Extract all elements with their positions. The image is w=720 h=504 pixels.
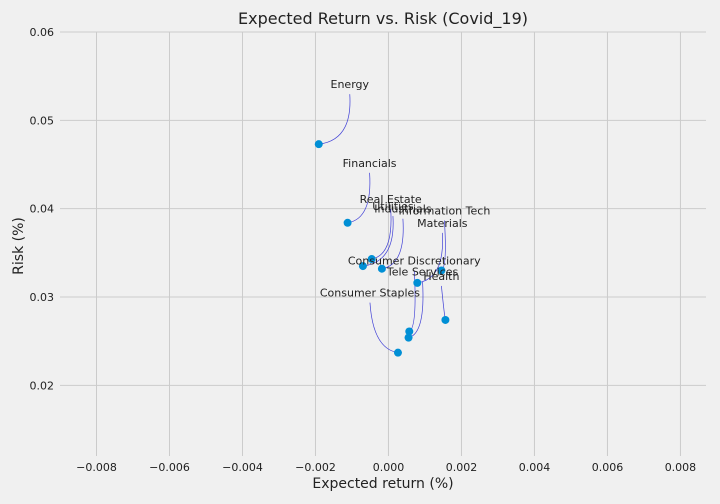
point-label: Energy xyxy=(331,78,370,91)
y-tick-label: 0.04 xyxy=(30,203,55,216)
x-axis-label: Expected return (%) xyxy=(312,476,453,492)
point-label: Real Estate xyxy=(360,193,422,206)
point-label: Consumer Staples xyxy=(320,287,420,300)
x-tick-label: −0.008 xyxy=(76,461,117,474)
data-point xyxy=(437,266,446,275)
data-point xyxy=(314,140,323,149)
annotation-leader xyxy=(381,218,404,270)
data-point xyxy=(343,218,352,227)
y-axis-label: Risk (%) xyxy=(11,217,27,275)
annotation-leader xyxy=(362,216,394,267)
x-tick-label: −0.002 xyxy=(295,461,336,474)
point-label: Information Tech xyxy=(398,205,490,218)
point-label: Health xyxy=(423,270,459,283)
annotation-leader xyxy=(347,172,371,224)
data-point xyxy=(404,333,413,342)
grid-lines xyxy=(60,31,706,456)
x-tick-label: 0.002 xyxy=(446,461,478,474)
annotation-leader xyxy=(369,302,399,353)
x-tick-label: 0.008 xyxy=(665,461,697,474)
data-point xyxy=(405,327,414,336)
x-tick-label: 0.006 xyxy=(592,461,624,474)
point-label: Utilities xyxy=(372,200,414,213)
y-tick-label: 0.03 xyxy=(30,291,55,304)
y-tick-labels: 0.02 0.03 0.04 0.05 0.06 xyxy=(30,26,55,392)
y-tick-label: 0.06 xyxy=(30,26,55,39)
point-label: Tele Services xyxy=(386,266,459,279)
annotation-leader xyxy=(417,232,443,284)
point-labels: Energy Financials Real EstateUtilitiesIndu… xyxy=(320,78,490,299)
data-point xyxy=(377,264,386,273)
data-points xyxy=(314,140,450,357)
data-point xyxy=(393,348,402,357)
point-label: Financials xyxy=(343,157,397,170)
data-point xyxy=(358,262,367,271)
data-point xyxy=(441,315,450,324)
plot-area xyxy=(60,32,706,456)
y-tick-label: 0.05 xyxy=(30,114,55,127)
annotation-leader xyxy=(318,94,351,145)
y-tick-label: 0.02 xyxy=(30,379,55,392)
point-label: Consumer Discretionary xyxy=(348,254,481,267)
x-tick-label: −0.004 xyxy=(222,461,263,474)
x-tick-label: 0.000 xyxy=(373,461,405,474)
x-tick-labels: −0.008 −0.006 −0.004 −0.002 0.000 0.002 0.004 0… xyxy=(76,461,696,474)
data-point xyxy=(413,278,422,287)
point-label: Industrials xyxy=(374,203,432,216)
data-point xyxy=(367,255,376,264)
chart-title: Expected Return vs. Risk (Covid_19) xyxy=(238,9,528,29)
x-tick-label: 0.004 xyxy=(519,461,551,474)
x-tick-label: −0.006 xyxy=(149,461,190,474)
point-label: Materials xyxy=(417,217,468,230)
